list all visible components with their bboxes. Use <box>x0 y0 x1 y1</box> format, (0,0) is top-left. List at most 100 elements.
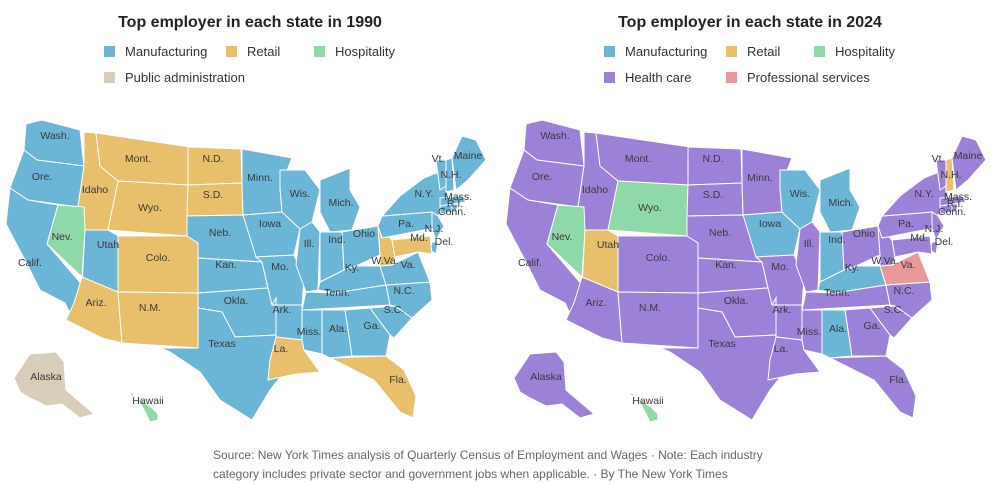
state-me <box>951 135 987 191</box>
state-oh <box>341 225 381 271</box>
state-label-ok: Okla. <box>724 295 749 307</box>
state-label-mi: Mich. <box>828 197 853 209</box>
state-label-nd: N.D. <box>203 153 224 165</box>
state-label-nm: N.M. <box>639 302 661 314</box>
us-map-1990: Wash. Ore. Calif. Idaho Nev. Mont. Wyo. Utah Col… <box>5 119 487 423</box>
state-ak <box>13 351 96 419</box>
state-label-ne: Neb. <box>709 227 731 239</box>
state-md <box>391 235 433 258</box>
state-label-sc: S.C. <box>384 304 404 316</box>
state-label-va: Va. <box>401 259 416 271</box>
state-label-ny: N.Y. <box>914 188 933 200</box>
state-label-ne: Neb. <box>209 227 231 239</box>
state-label-al: Ala. <box>329 323 347 335</box>
legend-item-professional-services: Professional services <box>726 70 870 90</box>
state-label-ms: Miss. <box>797 326 822 338</box>
state-label-ak: Alaska <box>30 371 62 383</box>
state-co <box>117 235 199 294</box>
state-label-nd: N.D. <box>703 153 724 165</box>
state-co <box>617 235 699 294</box>
state-oh <box>841 225 881 271</box>
state-label-mi: Mich. <box>328 197 353 209</box>
state-label-fl: Fla. <box>889 374 907 386</box>
state-label-fl: Fla. <box>389 374 407 386</box>
state-label-nc: N.C. <box>394 285 415 297</box>
state-label-az: Ariz. <box>86 297 107 309</box>
state-label-mn: Minn. <box>247 172 273 184</box>
state-label-ct: Conn. <box>938 206 966 218</box>
state-nm <box>617 291 699 349</box>
state-label-ca: Calif. <box>18 257 42 269</box>
state-label-ky: Ky. <box>345 262 359 274</box>
state-label-tx: Texas <box>708 338 735 350</box>
state-label-ar: Ark. <box>773 304 792 316</box>
legend-item-health-care: Health care <box>604 70 691 90</box>
state-nj <box>931 211 945 242</box>
state-label-mt: Mont. <box>125 153 151 165</box>
state-label-vt: Vt. <box>432 153 445 165</box>
state-label-mt: Mont. <box>625 153 651 165</box>
state-label-az: Ariz. <box>586 297 607 309</box>
legend-swatch <box>314 46 325 58</box>
state-label-wa: Wash. <box>40 130 69 142</box>
legend-item-retail: Retail <box>226 44 280 64</box>
legend-swatch <box>726 72 737 84</box>
state-label-ia: Iowa <box>259 218 281 230</box>
map-title-1990: Top employer in each state in 1990 <box>118 14 382 31</box>
state-label-wv: W.Va. <box>371 255 398 267</box>
state-label-or: Ore. <box>32 171 52 183</box>
state-label-ny: N.Y. <box>414 188 433 200</box>
map-panel-1990: Top employer in each state in 1990 Manuf… <box>0 0 500 430</box>
state-label-mo: Mo. <box>771 261 789 273</box>
legend-swatch <box>726 46 737 58</box>
state-label-il: Ill. <box>804 238 815 250</box>
state-hi <box>127 391 159 423</box>
state-ma <box>939 195 967 207</box>
state-label-de: Del. <box>935 236 954 248</box>
state-label-tn: Tenn. <box>324 287 350 299</box>
state-nj <box>431 211 445 242</box>
state-label-nj: N.J. <box>925 223 944 235</box>
state-label-hi: Hawaii <box>132 395 164 407</box>
state-mi <box>319 167 361 233</box>
state-ak <box>513 351 596 419</box>
state-label-ga: Ga. <box>364 320 381 332</box>
legend-label: Hospitality <box>335 44 395 59</box>
state-label-ma: Mass. <box>944 191 972 203</box>
state-ms <box>801 309 823 355</box>
state-label-ar: Ark. <box>273 304 292 316</box>
legend-swatch <box>104 46 115 58</box>
state-label-wi: Wis. <box>790 188 810 200</box>
legend-item-retail: Retail <box>726 44 780 64</box>
legend-swatch <box>604 46 615 58</box>
state-label-wy: Wyo. <box>638 202 662 214</box>
state-label-va: Va. <box>901 259 916 271</box>
state-label-ia: Iowa <box>759 218 781 230</box>
state-label-ct: Conn. <box>438 206 466 218</box>
state-label-md: Md. <box>410 232 428 244</box>
state-nh <box>445 157 455 193</box>
state-label-nv: Nev. <box>552 231 573 243</box>
state-label-wi: Wis. <box>290 188 310 200</box>
state-label-nv: Nev. <box>52 231 73 243</box>
state-label-ut: Utah <box>597 239 619 251</box>
legend-label: Public administration <box>125 70 245 85</box>
map-panel-2024: Top employer in each state in 2024 Manuf… <box>500 0 1000 430</box>
legend-item-hospitality: Hospitality <box>814 44 895 64</box>
state-hi <box>627 391 659 423</box>
state-label-ri: R.I. <box>947 198 963 210</box>
state-label-ma: Mass. <box>444 191 472 203</box>
state-label-me: Maine <box>954 150 983 162</box>
legend-item-manufacturing: Manufacturing <box>604 44 707 64</box>
state-label-id: Idaho <box>582 184 608 196</box>
state-fl <box>329 355 417 419</box>
state-label-ky: Ky. <box>845 262 859 274</box>
state-label-vt: Vt. <box>932 153 945 165</box>
map-title-2024: Top employer in each state in 2024 <box>618 14 882 31</box>
state-label-nh: N.H. <box>941 169 962 181</box>
source-line-2: category includes private sector and gov… <box>213 467 728 481</box>
state-label-wa: Wash. <box>540 130 569 142</box>
state-nm <box>117 291 199 349</box>
state-al <box>321 309 353 359</box>
state-label-me: Maine <box>454 150 483 162</box>
